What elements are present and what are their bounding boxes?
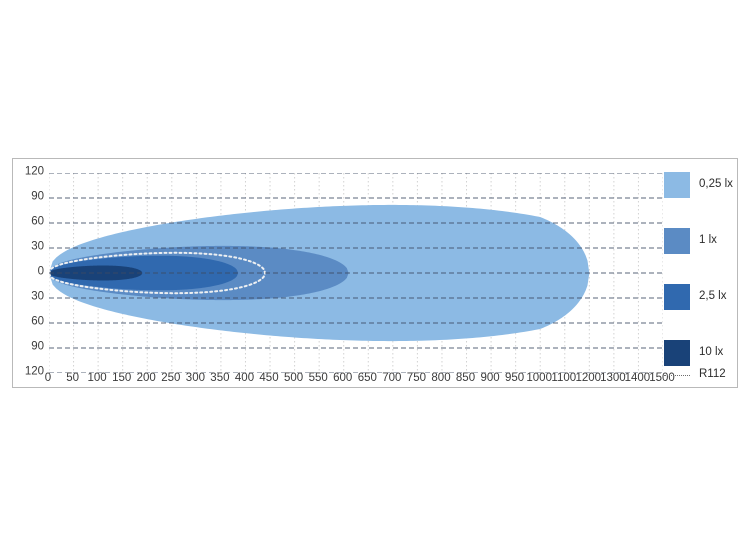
x-axis-tick-label: 650 xyxy=(357,372,377,384)
x-axis-tick-label: 100 xyxy=(87,372,107,384)
legend-item: 0,25 lx xyxy=(664,172,733,198)
x-axis-tick-label: 1100 xyxy=(551,372,577,384)
legend-item-r112: R112 xyxy=(664,368,726,382)
y-axis-tick-label: 90 xyxy=(31,340,44,353)
beam-layer-2-5-lx xyxy=(49,255,239,291)
x-axis-tick-label: 50 xyxy=(66,372,79,384)
x-axis-tick-label: 850 xyxy=(455,372,476,384)
legend-item: 10 lx xyxy=(664,340,723,366)
x-axis-tick-label: 600 xyxy=(333,372,353,384)
legend-color-swatch xyxy=(664,340,690,366)
x-axis-tick-label: 450 xyxy=(259,372,279,384)
y-axis-tick-label: 60 xyxy=(31,315,44,328)
x-axis-labels: 0 50 100 150 200 250 300 350 400 450 500 550 600 650 7… xyxy=(44,372,675,389)
x-axis-tick-label: 0 xyxy=(44,372,52,384)
x-axis-tick-label: 400 xyxy=(234,372,255,384)
x-axis-tick-label: 1200 xyxy=(575,372,602,384)
x-axis-tick-label: 800 xyxy=(431,372,451,384)
x-axis-tick-label: 750 xyxy=(406,372,426,384)
x-axis-tick-label: 1000 xyxy=(526,372,552,384)
legend-item-label: 1 lx xyxy=(699,234,717,247)
legend-item-label: 0,25 lx xyxy=(699,178,733,191)
plot-area xyxy=(49,173,663,373)
x-axis-tick-label: 1400 xyxy=(624,372,651,384)
y-axis-tick-label: 120 xyxy=(24,165,44,178)
y-axis-tick-label: 120 xyxy=(24,365,44,378)
x-axis-tick-label: 300 xyxy=(185,372,205,384)
legend-color-swatch xyxy=(664,172,690,198)
x-axis-tick-label: 200 xyxy=(136,372,156,384)
beam-layers xyxy=(49,204,590,342)
legend-color-swatch xyxy=(664,284,690,310)
x-axis-tick-label: 900 xyxy=(480,372,500,384)
y-axis-tick-label: 90 xyxy=(31,190,44,203)
legend-item-label-r112: R112 xyxy=(699,368,726,381)
x-axis-tick-label: 700 xyxy=(382,372,402,384)
light-distribution-chart-panel xyxy=(12,158,738,388)
chart-legend: 0,25 lx 1 lx 2,5 lx 10 lx R112 xyxy=(664,172,738,384)
y-axis-tick-label: 30 xyxy=(31,290,44,303)
x-axis-tick-label: 500 xyxy=(284,372,304,384)
horizontal-gridlines xyxy=(49,173,663,373)
x-axis-tick-label: 350 xyxy=(210,372,230,384)
legend-color-swatch xyxy=(664,228,690,254)
legend-item-label: 2,5 lx xyxy=(699,290,727,303)
x-axis-tick-label: 550 xyxy=(308,372,328,384)
y-axis-tick-label: 30 xyxy=(31,240,44,253)
x-axis-tick-label: 1500 xyxy=(649,372,675,384)
beam-plot-svg xyxy=(49,173,663,373)
y-axis-tick-label: 0 xyxy=(37,265,44,278)
x-axis-tick-label: 950 xyxy=(505,372,525,384)
x-axis-tick-label: 1300 xyxy=(600,372,626,384)
y-axis-labels: 120 90 60 30 0 30 60 90 120 xyxy=(0,166,44,377)
x-axis-tick-label: 150 xyxy=(112,372,132,384)
legend-item-label: 10 lx xyxy=(699,346,724,359)
legend-item: 2,5 lx xyxy=(664,284,727,310)
x-axis-tick-label: 250 xyxy=(161,372,181,384)
legend-dotted-line-icon xyxy=(664,374,690,376)
beam-layer-10-lx xyxy=(49,265,143,281)
legend-item: 1 lx xyxy=(664,228,717,254)
y-axis-tick-label: 60 xyxy=(31,215,44,228)
